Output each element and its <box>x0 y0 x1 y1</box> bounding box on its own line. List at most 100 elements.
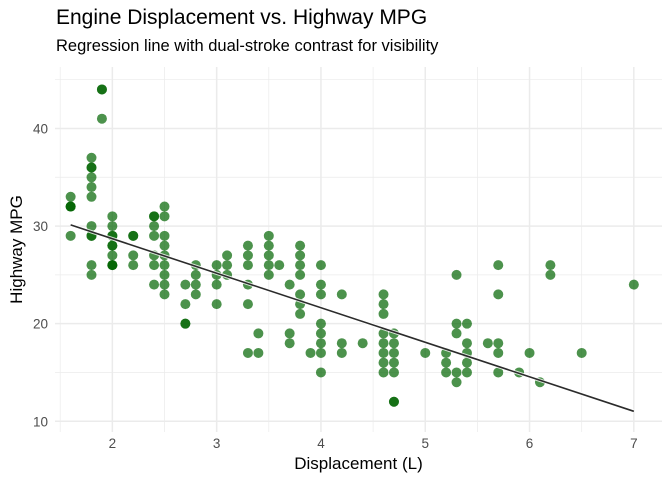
x-tick-label: 4 <box>317 436 325 451</box>
data-point <box>86 260 97 271</box>
data-point <box>378 289 389 300</box>
data-point <box>482 338 493 349</box>
data-point <box>242 299 253 310</box>
data-point <box>388 367 399 378</box>
data-point <box>315 367 326 378</box>
data-point <box>253 328 264 339</box>
data-point <box>378 367 389 378</box>
data-point <box>451 367 462 378</box>
data-point <box>242 347 253 358</box>
data-point <box>211 260 222 271</box>
x-tick-label: 6 <box>526 436 534 451</box>
data-point <box>315 260 326 271</box>
data-point <box>336 289 347 300</box>
data-point <box>441 367 452 378</box>
data-point <box>493 289 504 300</box>
data-point <box>315 328 326 339</box>
data-point <box>65 201 76 212</box>
data-point <box>149 221 160 232</box>
data-point <box>545 260 556 271</box>
data-point <box>263 250 274 261</box>
data-point <box>159 201 170 212</box>
x-tick-label: 7 <box>630 436 638 451</box>
data-point <box>295 260 306 271</box>
data-point <box>65 230 76 241</box>
data-point <box>284 279 295 290</box>
data-point <box>149 211 160 222</box>
data-point <box>86 221 97 232</box>
data-point <box>441 357 452 368</box>
data-point <box>493 347 504 358</box>
data-point <box>461 338 472 349</box>
data-point <box>107 260 118 271</box>
data-point <box>263 260 274 271</box>
data-point <box>336 338 347 349</box>
data-point <box>222 250 233 261</box>
data-point <box>159 269 170 280</box>
data-point <box>305 347 316 358</box>
data-point <box>576 347 587 358</box>
data-point <box>378 308 389 319</box>
data-point <box>461 318 472 329</box>
data-point <box>493 260 504 271</box>
y-tick-label: 30 <box>33 219 48 234</box>
data-point <box>190 279 201 290</box>
data-point <box>65 191 76 202</box>
data-point <box>86 152 97 163</box>
data-point <box>357 338 368 349</box>
data-point <box>107 221 118 232</box>
data-point <box>149 260 160 271</box>
data-point <box>242 260 253 271</box>
data-point <box>159 240 170 251</box>
data-point <box>253 347 264 358</box>
data-point <box>461 367 472 378</box>
data-point <box>128 230 139 241</box>
data-point <box>242 240 253 251</box>
data-point <box>451 269 462 280</box>
x-tick-labels: 2 3 4 5 6 7 <box>109 436 638 451</box>
data-point <box>180 299 191 310</box>
y-axis-title: Highway MPG <box>7 195 26 304</box>
data-point <box>315 289 326 300</box>
data-point <box>451 377 462 388</box>
data-point <box>315 347 326 358</box>
data-point <box>295 250 306 261</box>
x-tick-label: 2 <box>109 436 117 451</box>
data-point <box>107 250 118 261</box>
data-point <box>128 250 139 261</box>
regression-line-group <box>70 223 635 413</box>
data-point <box>190 269 201 280</box>
data-point <box>388 357 399 368</box>
data-point <box>211 299 222 310</box>
data-point <box>96 84 107 95</box>
data-point <box>493 338 504 349</box>
data-point <box>315 318 326 329</box>
data-point <box>295 289 306 300</box>
data-point <box>107 211 118 222</box>
data-point <box>180 279 191 290</box>
data-point <box>378 347 389 358</box>
data-point <box>159 230 170 241</box>
data-point <box>284 328 295 339</box>
data-point <box>159 211 170 222</box>
y-tick-label: 20 <box>33 317 48 332</box>
data-point <box>180 318 191 329</box>
data-point <box>274 260 285 271</box>
data-point <box>263 230 274 241</box>
data-point <box>295 308 306 319</box>
x-tick-label: 3 <box>213 436 221 451</box>
data-point <box>128 260 139 271</box>
data-point <box>628 279 639 290</box>
data-point <box>493 367 504 378</box>
data-point <box>107 240 118 251</box>
data-point <box>524 347 535 358</box>
chart-subtitle: Regression line with dual-stroke contras… <box>56 37 439 55</box>
data-point <box>451 318 462 329</box>
x-tick-label: 5 <box>421 436 429 451</box>
data-point <box>86 191 97 202</box>
x-axis-title: Displacement (L) <box>294 454 423 473</box>
data-point <box>96 113 107 124</box>
y-tick-label: 40 <box>33 121 48 136</box>
data-point <box>263 240 274 251</box>
